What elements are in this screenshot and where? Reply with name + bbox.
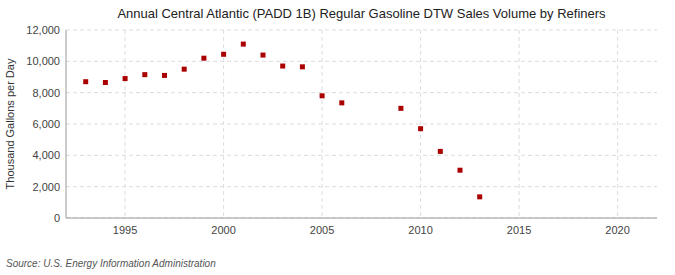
y-tick-label: 8,000	[32, 87, 60, 99]
grid-line	[66, 218, 657, 219]
y-tick-label: 4,000	[32, 149, 60, 161]
grid-line	[322, 30, 323, 218]
point	[261, 53, 266, 58]
point	[458, 168, 463, 173]
x-tick-label: 2000	[211, 224, 235, 236]
title: Annual Central Atlantic (PADD 1B) Regula…	[117, 6, 606, 21]
x-tick-label: 1995	[113, 224, 137, 236]
axes: 0 2,000 4,000 6,000 8,000 10,000 12,000 1995 200…	[26, 24, 657, 236]
grid-line	[223, 30, 224, 218]
grid-line	[66, 186, 657, 187]
y-tick-label: 0	[54, 212, 60, 224]
x-tick-label: 2005	[310, 224, 334, 236]
point	[339, 100, 344, 105]
point	[201, 56, 206, 61]
grid-line	[66, 92, 657, 93]
point	[418, 126, 423, 131]
point	[123, 76, 128, 81]
point	[162, 73, 167, 78]
y-axis-label: Thousand Gallons per Day	[4, 58, 16, 189]
grid-line	[617, 30, 618, 218]
x-axis-line	[66, 218, 657, 219]
point	[241, 42, 246, 47]
point	[221, 52, 226, 57]
points	[83, 42, 482, 200]
grid-line	[66, 61, 657, 62]
grid-line	[125, 30, 126, 218]
x-tick-label: 2010	[408, 224, 432, 236]
point	[83, 79, 88, 84]
y-tick-label: 12,000	[26, 24, 60, 36]
grid-line	[519, 30, 520, 218]
grid-line	[420, 30, 421, 218]
y-tick-label: 10,000	[26, 55, 60, 67]
grid-line	[66, 124, 657, 125]
point	[280, 64, 285, 69]
grid-line	[66, 155, 657, 156]
chart: Annual Central Atlantic (PADD 1B) Regula…	[0, 0, 675, 275]
grid	[66, 30, 657, 218]
y-tick-label: 2,000	[32, 181, 60, 193]
point	[103, 80, 108, 85]
grid-line	[66, 30, 657, 31]
source-note: Source: U.S. Energy Information Administ…	[6, 258, 216, 269]
x-tick-label: 2020	[605, 224, 629, 236]
y-axis-line	[66, 30, 67, 218]
point	[182, 67, 187, 72]
point	[477, 194, 482, 199]
point	[142, 72, 147, 77]
point	[438, 149, 443, 154]
y-tick-label: 6,000	[32, 118, 60, 130]
point	[300, 64, 305, 69]
point	[320, 93, 325, 98]
point	[398, 106, 403, 111]
x-tick-label: 2015	[507, 224, 531, 236]
